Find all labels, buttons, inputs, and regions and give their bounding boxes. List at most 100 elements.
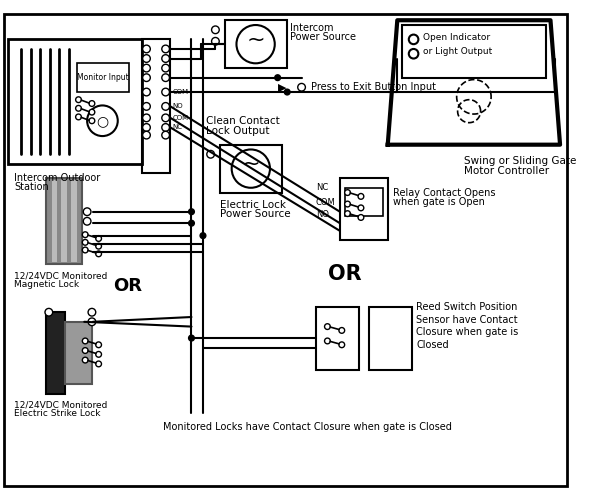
Circle shape [142, 88, 150, 96]
Circle shape [284, 89, 290, 95]
Circle shape [82, 357, 88, 363]
Circle shape [96, 251, 101, 256]
Text: Open Indicator: Open Indicator [423, 33, 491, 42]
Text: Intercom: Intercom [290, 23, 334, 33]
Text: Sensor have Contact: Sensor have Contact [417, 315, 518, 325]
Text: Intercom Outdoor: Intercom Outdoor [14, 174, 101, 184]
Text: COM: COM [172, 89, 188, 95]
Circle shape [83, 208, 91, 216]
Circle shape [339, 328, 344, 334]
Circle shape [207, 150, 215, 158]
Circle shape [275, 75, 281, 80]
Circle shape [162, 132, 169, 139]
Bar [65, 322, 92, 384]
Text: Closed: Closed [417, 340, 449, 350]
Bar [368, 308, 412, 370]
Circle shape [142, 114, 150, 122]
Circle shape [162, 64, 169, 72]
Bar [52, 180, 57, 262]
Circle shape [162, 114, 169, 122]
Text: OR: OR [113, 277, 142, 295]
Text: Monitor Input: Monitor Input [76, 73, 128, 82]
Bar [225, 20, 287, 68]
Bar [46, 312, 65, 394]
Circle shape [188, 220, 194, 226]
Text: ~: ~ [241, 154, 260, 174]
Circle shape [88, 318, 96, 326]
Bar [77, 64, 129, 92]
Bar [61, 180, 67, 262]
Circle shape [96, 244, 101, 249]
Circle shape [96, 236, 101, 242]
Text: NC: NC [316, 184, 328, 192]
Circle shape [142, 45, 150, 53]
Text: Swing or Sliding Gate: Swing or Sliding Gate [464, 156, 577, 166]
Bar [344, 188, 383, 216]
Circle shape [162, 88, 169, 96]
Text: 12/24VDC Monitored: 12/24VDC Monitored [14, 400, 108, 409]
Circle shape [237, 25, 275, 64]
Circle shape [89, 100, 95, 106]
Circle shape [82, 348, 88, 354]
Text: NO: NO [172, 104, 183, 110]
Text: Closure when gate is: Closure when gate is [417, 328, 519, 338]
Circle shape [142, 54, 150, 62]
Circle shape [82, 232, 88, 237]
Bar [142, 40, 170, 173]
Circle shape [45, 308, 52, 316]
Circle shape [142, 74, 150, 82]
Bar [71, 180, 77, 262]
Text: or Light Output: or Light Output [423, 48, 492, 56]
Text: Electric Strike Lock: Electric Strike Lock [14, 409, 101, 418]
Circle shape [212, 38, 219, 45]
Text: Reed Switch Position: Reed Switch Position [417, 302, 518, 312]
Circle shape [76, 114, 82, 120]
Text: Station: Station [14, 182, 49, 192]
Circle shape [344, 210, 350, 216]
Circle shape [162, 74, 169, 82]
Circle shape [325, 324, 330, 330]
Circle shape [76, 97, 82, 102]
Text: ○: ○ [97, 114, 108, 128]
Text: NO: NO [316, 210, 329, 219]
Circle shape [142, 64, 150, 72]
Circle shape [200, 233, 206, 238]
Circle shape [96, 342, 101, 347]
Circle shape [409, 49, 418, 58]
Circle shape [82, 240, 88, 245]
Text: when gate is Open: when gate is Open [393, 197, 485, 207]
Bar [340, 178, 388, 240]
Text: Press to Exit Button Input: Press to Exit Button Input [311, 82, 436, 92]
Text: NC: NC [172, 124, 182, 130]
Text: ~: ~ [246, 30, 265, 50]
Text: 12/24VDC Monitored: 12/24VDC Monitored [14, 271, 108, 280]
Circle shape [188, 209, 194, 214]
Polygon shape [388, 20, 560, 144]
Circle shape [96, 361, 101, 367]
Circle shape [325, 338, 330, 344]
Bar [316, 308, 359, 370]
Circle shape [409, 34, 418, 44]
Circle shape [96, 352, 101, 357]
Bar [46, 178, 82, 264]
Circle shape [142, 132, 150, 139]
Text: OR: OR [328, 264, 361, 284]
Text: Monitored Locks have Contact Closure when gate is Closed: Monitored Locks have Contact Closure whe… [163, 422, 452, 432]
Text: Power Source: Power Source [290, 32, 356, 42]
Circle shape [358, 205, 364, 210]
Circle shape [87, 106, 118, 136]
Text: Clean Contact: Clean Contact [206, 116, 280, 126]
Circle shape [162, 102, 169, 110]
Text: COM: COM [172, 115, 188, 121]
Text: Magnetic Lock: Magnetic Lock [14, 280, 79, 288]
Circle shape [162, 54, 169, 62]
Circle shape [88, 308, 96, 316]
Circle shape [142, 102, 150, 110]
Text: Electric Lock: Electric Lock [220, 200, 286, 210]
Circle shape [83, 218, 91, 225]
Circle shape [344, 190, 350, 196]
Text: Relay Contact Opens: Relay Contact Opens [393, 188, 495, 198]
Circle shape [298, 84, 305, 91]
Circle shape [89, 118, 95, 124]
Circle shape [339, 342, 344, 347]
